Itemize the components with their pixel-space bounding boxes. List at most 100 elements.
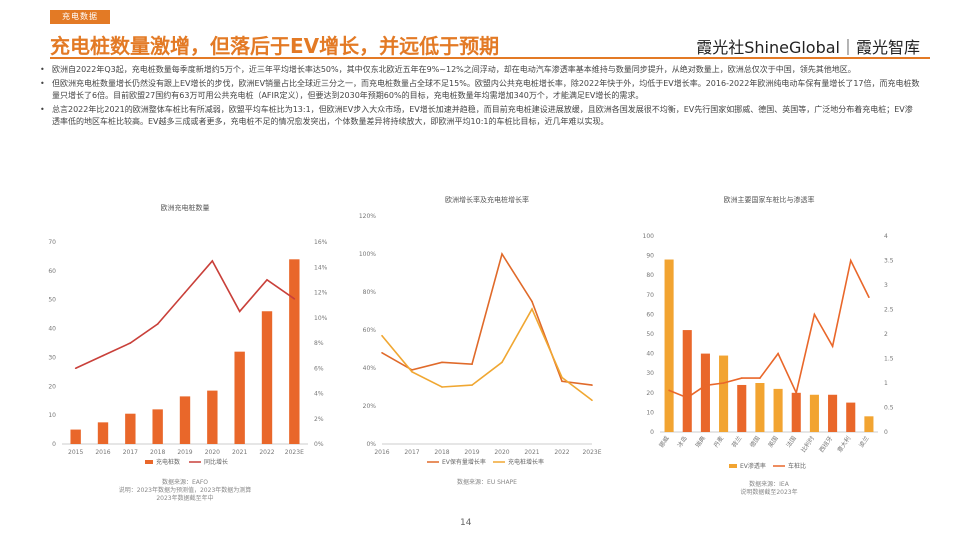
y-right-tick-label: 16% bbox=[314, 239, 328, 246]
bullet-item: 但欧洲充电桩数量增长仍然没有跟上EV增长的步伐，欧洲EV销量占比全球近三分之一，… bbox=[40, 78, 920, 102]
x-tick-label: 2016 bbox=[95, 449, 110, 456]
y-left-tick-label: 10 bbox=[646, 409, 654, 416]
line-point bbox=[777, 352, 779, 355]
line-point bbox=[704, 384, 707, 387]
chart-bar bbox=[179, 396, 191, 444]
line-point bbox=[868, 296, 870, 299]
chart-bar bbox=[755, 383, 765, 432]
y-tick-label: 60% bbox=[363, 327, 377, 334]
line-point bbox=[129, 342, 132, 344]
x-tick-label: 比利时 bbox=[799, 435, 816, 454]
line-point bbox=[74, 367, 77, 370]
x-tick-label: 2021 bbox=[524, 449, 539, 456]
y-tick-label: 120% bbox=[359, 213, 376, 220]
line-point bbox=[740, 377, 743, 379]
y-left-tick-label: 80 bbox=[646, 272, 654, 279]
chart-bar bbox=[700, 353, 710, 432]
chart-charger-count: 欧洲充电桩数量 0 10 20 30 40 50 60 70 0% 2% 4% 6% 8% 10% 12% 14… bbox=[40, 196, 340, 506]
y-tick-label: 80% bbox=[363, 289, 377, 296]
source-note: 数据来源：IEA bbox=[749, 480, 790, 488]
line-point bbox=[211, 260, 214, 262]
legend-label: 车桩比 bbox=[788, 462, 806, 470]
x-tick-label: 2022 bbox=[259, 449, 274, 456]
legend-bar-swatch bbox=[729, 464, 737, 468]
y-right-tick-label: 1 bbox=[884, 380, 888, 387]
line-point bbox=[668, 389, 670, 392]
line-point bbox=[184, 291, 186, 294]
series-line bbox=[75, 259, 295, 369]
chart-bar bbox=[682, 330, 692, 432]
chart-bar bbox=[719, 355, 729, 432]
bullet-item: 总言2022年比2021的欧洲整体车桩比有所减弱，欧盟平均车桩比为13:1，但欧… bbox=[40, 104, 920, 128]
y-left-tick-label: 30 bbox=[48, 354, 56, 361]
y-left-tick-label: 60 bbox=[48, 268, 56, 275]
x-tick-label: 2020 bbox=[494, 449, 509, 456]
x-tick-label: 荷兰 bbox=[730, 435, 743, 449]
x-tick-label: 意大利 bbox=[836, 435, 853, 454]
chart-title: 欧洲增长率及充电桩增长率 bbox=[445, 195, 529, 204]
line-point bbox=[238, 310, 241, 313]
y-left-tick-label: 0 bbox=[650, 429, 654, 436]
chart-title: 欧洲充电桩数量 bbox=[161, 203, 210, 212]
series-line bbox=[381, 307, 593, 401]
y-left-tick-label: 70 bbox=[646, 292, 654, 299]
chart1-svg: 欧洲充电桩数量 0 10 20 30 40 50 60 70 0% 2% 4% 6% 8% 10% 12% 14… bbox=[48, 203, 328, 502]
line-point bbox=[501, 361, 503, 364]
page-number: 14 bbox=[460, 518, 472, 528]
page-title: 充电桩数量激增，但落后于EV增长，并远低于预期 bbox=[50, 34, 500, 58]
chart-bar bbox=[207, 390, 218, 444]
section-tag: 充电数据 bbox=[50, 10, 110, 24]
y-tick-label: 20% bbox=[363, 403, 377, 410]
y-left-tick-label: 40 bbox=[646, 351, 654, 358]
line-point bbox=[381, 352, 383, 354]
chart-bar bbox=[846, 402, 856, 432]
x-tick-label: 瑞典 bbox=[694, 435, 707, 449]
x-tick-label: 2023E bbox=[582, 449, 601, 456]
y-tick-label: 100% bbox=[359, 251, 376, 258]
y-left-tick-label: 100 bbox=[643, 233, 655, 240]
x-tick-label: 挪威 bbox=[657, 435, 670, 449]
line-point bbox=[561, 380, 563, 383]
chart-title: 欧洲主要国家车桩比与渗透率 bbox=[724, 195, 815, 204]
x-tick-label: 2018 bbox=[434, 449, 449, 456]
y-left-tick-label: 90 bbox=[646, 253, 654, 260]
chart-bar bbox=[234, 351, 245, 444]
x-tick-label: 2020 bbox=[205, 449, 220, 456]
y-left-tick-label: 50 bbox=[48, 297, 56, 304]
line-point bbox=[266, 279, 268, 281]
y-left-tick-label: 10 bbox=[48, 412, 56, 419]
line-point bbox=[441, 386, 443, 388]
legend-label: 充电桩增长率 bbox=[508, 458, 544, 466]
x-tick-label: 2019 bbox=[464, 449, 479, 456]
y-left-tick-label: 20 bbox=[48, 383, 56, 390]
chart-bar bbox=[773, 388, 783, 432]
source-note: 数据来源：EAFO bbox=[162, 478, 208, 486]
line-point bbox=[531, 308, 533, 310]
x-tick-label: 2019 bbox=[177, 449, 192, 456]
chart-bar bbox=[70, 429, 81, 444]
y-left-tick-label: 70 bbox=[48, 239, 56, 246]
line-point bbox=[849, 259, 852, 262]
legend-label: EV渗透率 bbox=[740, 462, 766, 470]
y-tick-label: 40% bbox=[363, 365, 377, 372]
x-tick-label: 2021 bbox=[232, 449, 247, 456]
line-point bbox=[102, 354, 104, 357]
chart-bar bbox=[125, 413, 136, 444]
line-point bbox=[561, 376, 563, 379]
bullet-item: 欧洲自2022年Q3起，充电桩数量每季度新增约5万个，近三年平均增长率达50%，… bbox=[40, 64, 920, 76]
x-tick-label: 德国 bbox=[748, 435, 761, 449]
x-tick-label: 波兰 bbox=[857, 435, 870, 449]
chart-bar bbox=[791, 392, 801, 432]
y-right-tick-label: 4 bbox=[884, 233, 888, 240]
x-tick-label: 2018 bbox=[150, 449, 165, 456]
chart-bar bbox=[664, 259, 674, 432]
chart-bar bbox=[152, 409, 163, 444]
y-left-tick-label: 20 bbox=[646, 390, 654, 397]
chart-bar bbox=[289, 259, 300, 444]
y-right-tick-label: 6% bbox=[314, 365, 324, 372]
source-note: 说明数据截至2023年 bbox=[740, 488, 797, 496]
series-line bbox=[668, 258, 870, 399]
chart-bar bbox=[809, 394, 819, 432]
chart-bar bbox=[737, 384, 747, 432]
y-right-tick-label: 2.5 bbox=[884, 307, 894, 314]
